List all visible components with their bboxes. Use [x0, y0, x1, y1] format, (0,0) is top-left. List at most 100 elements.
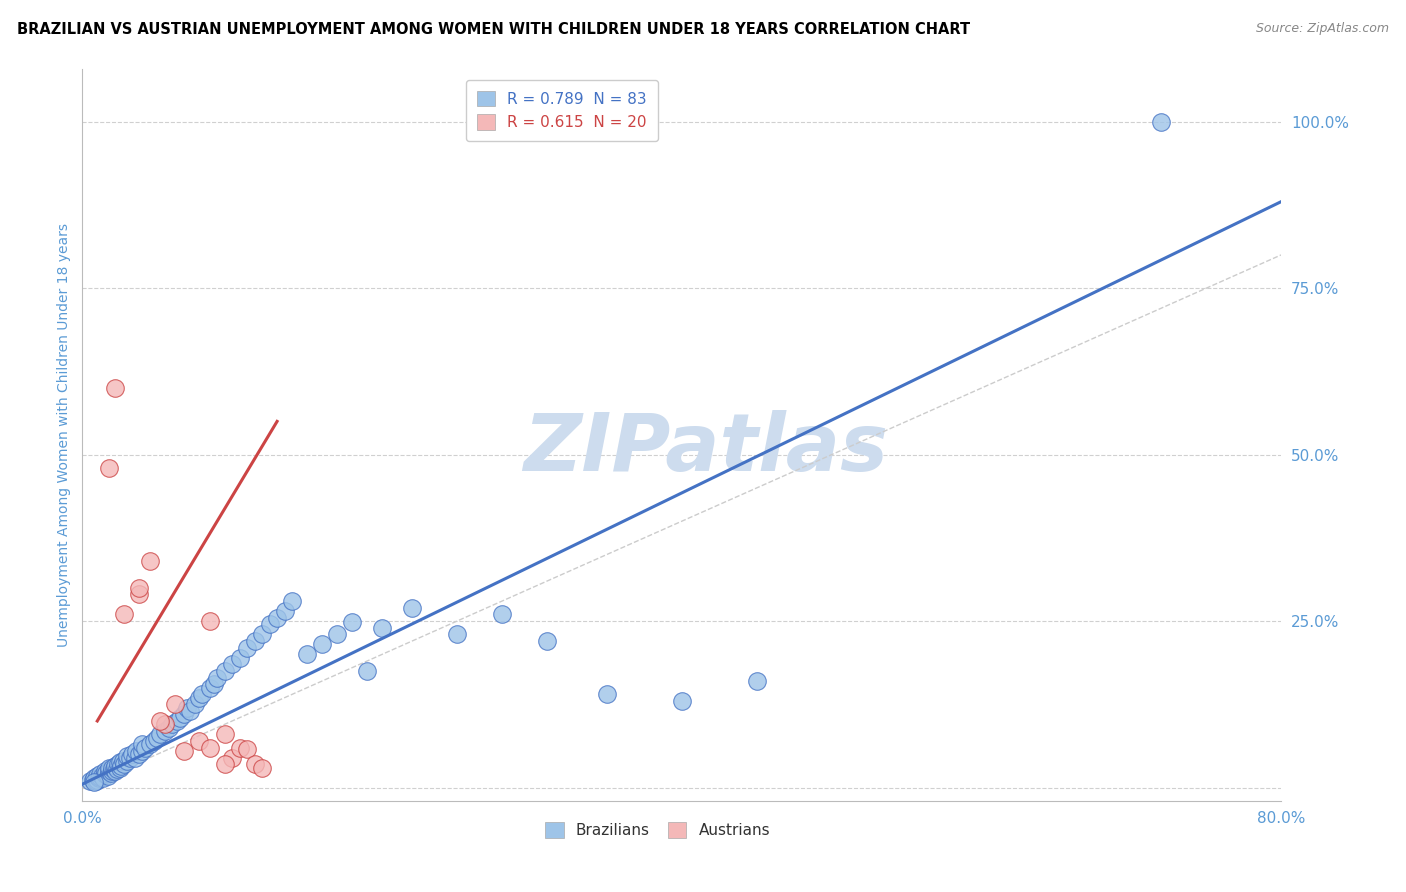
Point	[104, 764, 127, 778]
Point	[128, 587, 150, 601]
Point	[340, 615, 363, 630]
Point	[149, 714, 172, 728]
Point	[179, 704, 201, 718]
Point	[273, 604, 295, 618]
Point	[491, 607, 513, 622]
Point	[103, 762, 125, 776]
Point	[90, 768, 112, 782]
Point	[202, 677, 225, 691]
Point	[89, 770, 111, 784]
Point	[198, 681, 221, 695]
Point	[149, 727, 172, 741]
Point	[83, 775, 105, 789]
Point	[128, 581, 150, 595]
Point	[143, 734, 166, 748]
Point	[79, 773, 101, 788]
Point	[236, 640, 259, 655]
Point	[108, 761, 131, 775]
Point	[100, 765, 122, 780]
Point	[205, 671, 228, 685]
Point	[250, 761, 273, 775]
Point	[326, 627, 349, 641]
Point	[1150, 115, 1173, 129]
Point	[117, 748, 139, 763]
Point	[112, 607, 135, 622]
Point	[214, 757, 236, 772]
Point	[183, 698, 205, 712]
Point	[128, 747, 150, 762]
Point	[96, 765, 118, 780]
Point	[214, 664, 236, 678]
Point	[146, 731, 169, 745]
Point	[188, 734, 211, 748]
Point	[98, 764, 121, 778]
Point	[221, 657, 243, 672]
Point	[138, 737, 160, 751]
Point	[153, 717, 176, 731]
Point	[121, 747, 143, 762]
Point	[153, 723, 176, 738]
Point	[356, 664, 378, 678]
Point	[131, 737, 153, 751]
Point	[82, 772, 104, 787]
Point	[250, 627, 273, 641]
Point	[98, 761, 121, 775]
Point	[228, 650, 250, 665]
Point	[169, 711, 191, 725]
Point	[94, 767, 117, 781]
Point	[173, 744, 195, 758]
Point	[125, 744, 148, 758]
Point	[157, 721, 180, 735]
Point	[259, 617, 281, 632]
Point	[311, 637, 333, 651]
Point	[104, 381, 127, 395]
Point	[91, 771, 114, 785]
Point	[371, 621, 394, 635]
Point	[120, 750, 142, 764]
Point	[243, 634, 266, 648]
Y-axis label: Unemployment Among Women with Children Under 18 years: Unemployment Among Women with Children U…	[58, 223, 72, 647]
Point	[101, 764, 124, 778]
Point	[221, 750, 243, 764]
Point	[87, 771, 110, 785]
Point	[112, 757, 135, 772]
Legend: Brazilians, Austrians: Brazilians, Austrians	[538, 816, 776, 845]
Point	[84, 773, 107, 788]
Point	[191, 687, 214, 701]
Point	[446, 627, 468, 641]
Point	[281, 594, 304, 608]
Point	[228, 740, 250, 755]
Point	[104, 759, 127, 773]
Point	[160, 717, 183, 731]
Point	[111, 754, 134, 768]
Text: Source: ZipAtlas.com: Source: ZipAtlas.com	[1256, 22, 1389, 36]
Point	[97, 768, 120, 782]
Point	[117, 754, 139, 768]
Point	[105, 762, 128, 776]
Point	[243, 757, 266, 772]
Point	[86, 772, 108, 787]
Point	[596, 687, 619, 701]
Point	[110, 759, 132, 773]
Point	[94, 764, 117, 778]
Point	[98, 461, 121, 475]
Point	[176, 700, 198, 714]
Text: BRAZILIAN VS AUSTRIAN UNEMPLOYMENT AMONG WOMEN WITH CHILDREN UNDER 18 YEARS CORR: BRAZILIAN VS AUSTRIAN UNEMPLOYMENT AMONG…	[17, 22, 970, 37]
Point	[89, 767, 111, 781]
Point	[745, 673, 768, 688]
Point	[83, 771, 105, 785]
Point	[134, 740, 156, 755]
Point	[188, 690, 211, 705]
Point	[131, 744, 153, 758]
Point	[401, 600, 423, 615]
Point	[536, 634, 558, 648]
Point	[173, 707, 195, 722]
Point	[671, 694, 693, 708]
Point	[138, 554, 160, 568]
Point	[214, 727, 236, 741]
Point	[166, 714, 188, 728]
Point	[107, 757, 129, 772]
Point	[101, 761, 124, 775]
Text: ZIPatlas: ZIPatlas	[523, 410, 889, 488]
Point	[198, 614, 221, 628]
